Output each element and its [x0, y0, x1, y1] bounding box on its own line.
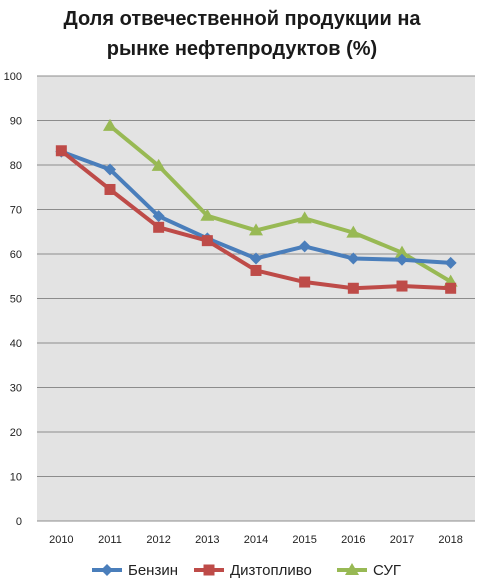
series-3-point-2013 [200, 208, 215, 221]
y-tick-label-30: 30 [10, 383, 22, 395]
x-tick-label-2015: 2015 [292, 534, 316, 546]
y-tick-label-10: 10 [10, 472, 22, 484]
series-1-point-2012 [152, 210, 165, 223]
x-tick-label-2012: 2012 [146, 534, 170, 546]
series-3-point-2015 [297, 211, 312, 224]
x-tick-label-2010: 2010 [49, 534, 73, 546]
chart-title-line-1: Доля отвечественной продукции на [63, 8, 421, 30]
series-2-point-2018 [445, 282, 457, 294]
series-2-point-2014 [250, 264, 262, 276]
legend: Бензин Дизтопливо СУГ [92, 562, 401, 579]
series-2-point-2015 [299, 276, 311, 288]
series-1-point-2016 [347, 252, 360, 265]
x-tick-label-2016: 2016 [341, 534, 365, 546]
series-1-point-2011 [104, 163, 116, 176]
y-tick-label-70: 70 [10, 205, 22, 217]
series-3-line [108, 124, 452, 284]
series-2-point-2011 [104, 183, 116, 195]
chart-title: Доля отвечественной продукции на рынке н… [0, 4, 484, 64]
y-tick-label-60: 60 [10, 249, 22, 261]
legend-item-1-label: Бензин [128, 562, 178, 579]
x-tick-label-2011: 2011 [98, 534, 122, 546]
chart-title-line-2: рынке нефтепродуктов (%) [106, 38, 378, 60]
series-1-point-2017 [396, 253, 408, 266]
series-group [55, 118, 458, 294]
series-2-point-2013 [201, 235, 213, 247]
series-1-point-2015 [298, 240, 311, 253]
series-1-point-2014 [250, 252, 262, 265]
y-tick-label-80: 80 [10, 160, 22, 172]
y-tick-label-50: 50 [10, 294, 22, 306]
x-tick-label-2018: 2018 [438, 534, 462, 546]
y-tick-label-0: 0 [16, 516, 22, 528]
series-3-point-2014 [249, 223, 263, 236]
series-2-point-2010 [55, 145, 67, 157]
legend-item-3-label: СУГ [373, 562, 401, 579]
x-tick-label-2017: 2017 [390, 534, 414, 546]
y-tick-label-100: 100 [4, 71, 22, 83]
series-3-point-2011 [103, 118, 117, 131]
y-tick-label-90: 90 [10, 116, 22, 128]
y-tick-label-20: 20 [10, 427, 22, 439]
legend-item-2-label: Дизтопливо [230, 562, 312, 579]
x-axis-ticks: 2010 2011 2012 2013 2014 2015 2016 2017 2018 [49, 534, 463, 546]
legend-item-1-marker [101, 564, 113, 576]
series-3-point-2017 [395, 245, 409, 258]
series-2-point-2012 [153, 221, 165, 233]
series-2-point-2017 [396, 280, 408, 292]
y-tick-label-40: 40 [10, 338, 22, 350]
x-tick-label-2013: 2013 [195, 534, 219, 546]
series-3-point-2012 [151, 158, 166, 171]
series-3-point-2016 [346, 225, 361, 238]
x-tick-label-2014: 2014 [244, 534, 268, 546]
series-1-point-2018 [444, 256, 457, 269]
legend-item-2-marker [203, 564, 215, 576]
y-axis-ticks: 0 10 20 30 40 50 60 70 80 90 100 [4, 71, 22, 528]
legend-item-3-marker [345, 563, 359, 575]
series-2-point-2016 [347, 282, 359, 294]
